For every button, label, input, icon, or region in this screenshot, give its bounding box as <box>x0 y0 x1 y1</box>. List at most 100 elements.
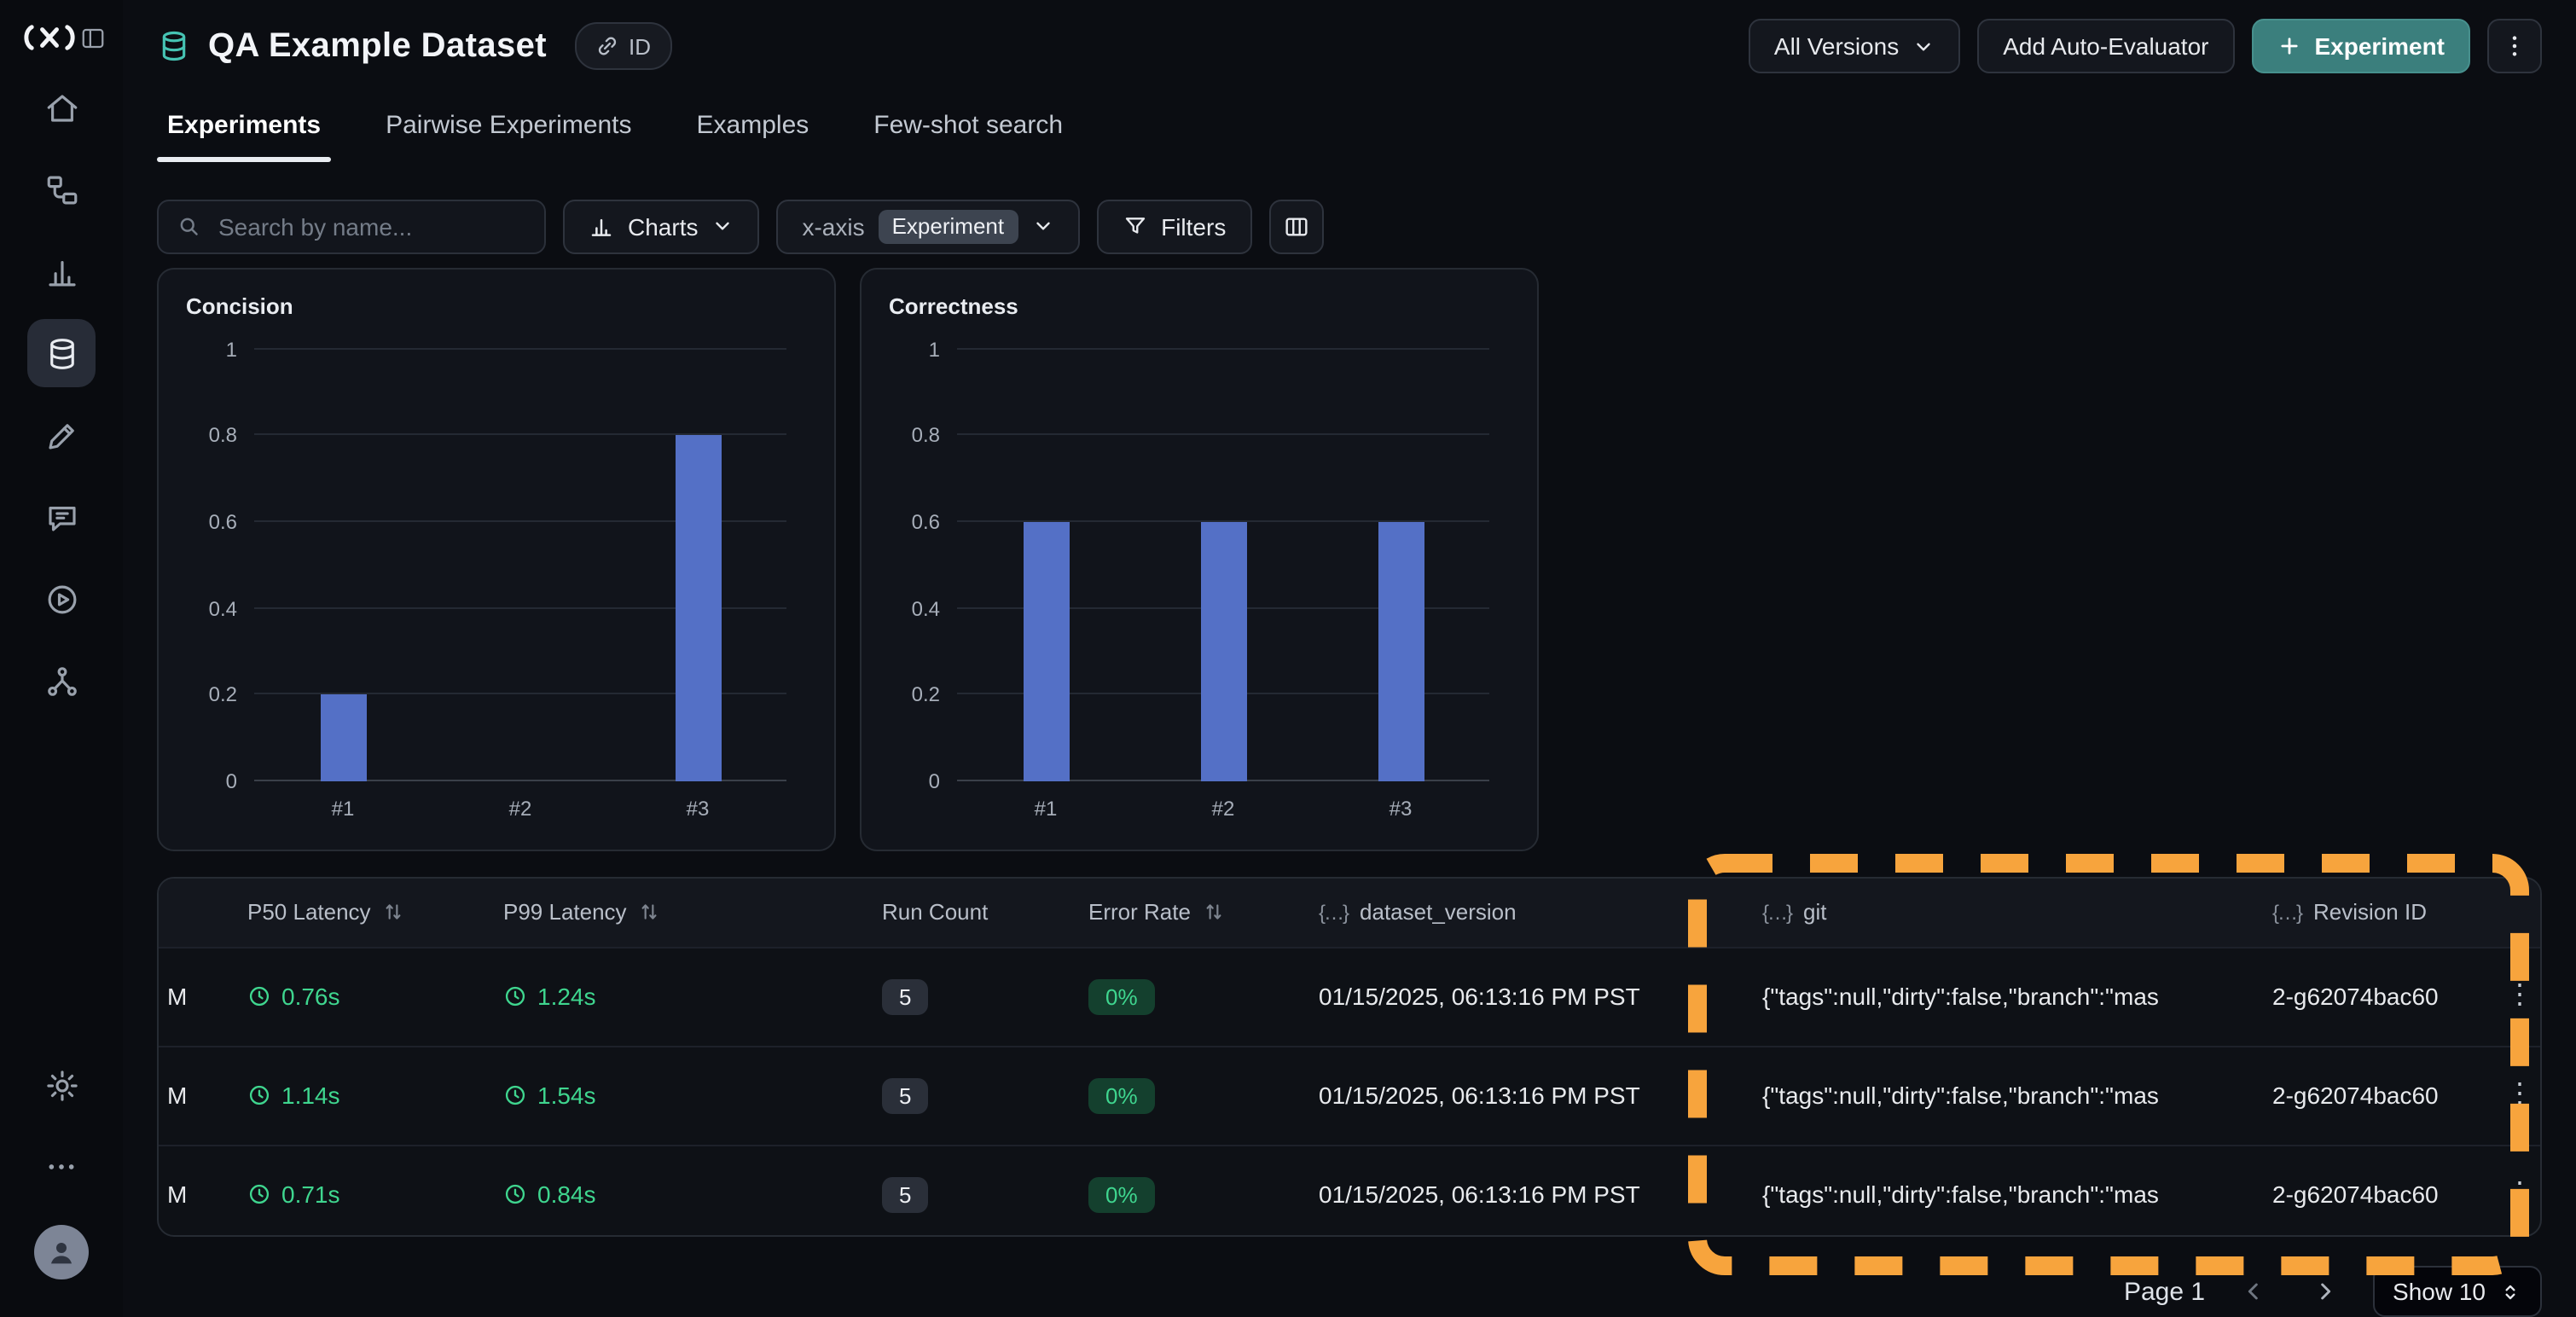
tab-few-shot-search[interactable]: Few-shot search <box>863 109 1073 162</box>
braces-icon: {…} <box>1762 900 1793 925</box>
search-icon <box>180 218 198 236</box>
header-menu-button[interactable] <box>2487 19 2542 74</box>
tab-pairwise-experiments[interactable]: Pairwise Experiments <box>375 109 641 162</box>
concision-chart-panel: Concision 0 0.2 0.4 0.6 0.8 1 #1 #2 #3 <box>157 267 836 851</box>
experiments-table: P50 Latency P99 Latency Run Count Error … <box>157 876 2542 1237</box>
app-logo[interactable] <box>20 24 78 51</box>
cell-run-count: 5 <box>855 1077 1061 1114</box>
sidebar-toggle-icon[interactable] <box>78 25 107 50</box>
sidebar-item-settings[interactable] <box>27 1051 96 1119</box>
experiment-row[interactable]: M 1.14s 1.54s 5 0% 01/15/2025, 06:13:16 … <box>159 1045 2540 1145</box>
new-experiment-button[interactable]: Experiment <box>2251 19 2470 74</box>
x-tick-label: #3 <box>1389 796 1413 821</box>
bar-#1 <box>320 694 366 781</box>
link-icon <box>597 38 616 56</box>
gridline <box>254 779 786 781</box>
col-p99-latency[interactable]: P99 Latency <box>476 900 855 925</box>
col-revision-id: {…} Revision ID <box>2272 899 2427 925</box>
add-auto-evaluator-label: Add Auto-Evaluator <box>2003 32 2209 61</box>
gridline <box>254 693 786 695</box>
y-tick-label: 0.2 <box>208 682 237 707</box>
clock-icon <box>505 1185 525 1204</box>
cell-error-rate: 0% <box>1061 1077 1291 1114</box>
chevron-left-icon <box>2247 1283 2257 1300</box>
sidebar-item-annotation[interactable] <box>27 401 96 469</box>
page-size-label: Show 10 <box>2393 1278 2486 1305</box>
x-tick-label: #1 <box>1034 796 1058 821</box>
add-auto-evaluator-button[interactable]: Add Auto-Evaluator <box>1977 19 2235 74</box>
dataset-id-chip[interactable]: ID <box>574 22 671 71</box>
search-input[interactable] <box>215 211 527 242</box>
sidebar-nav <box>27 73 96 715</box>
x-tick-label: #2 <box>508 796 532 821</box>
page-size-select[interactable]: Show 10 <box>2372 1266 2542 1317</box>
col-dataset-version: {…} dataset_version <box>1319 899 1517 925</box>
sidebar-item-home[interactable] <box>27 73 96 142</box>
gridline <box>957 347 1489 350</box>
gridline <box>254 433 786 436</box>
cell-p50-latency: 0.71s <box>220 1181 476 1209</box>
id-chip-label: ID <box>629 33 651 60</box>
y-tick-label: 0.8 <box>911 423 940 448</box>
row-menu-button[interactable]: ⋮ <box>2499 1175 2540 1215</box>
traces-icon <box>46 175 77 204</box>
plus-icon <box>2280 38 2298 55</box>
col-error-rate[interactable]: Error Rate <box>1061 900 1291 925</box>
filters-button-label: Filters <box>1161 212 1227 241</box>
gridline <box>254 347 786 350</box>
dataset-icon <box>157 30 191 64</box>
columns-button[interactable] <box>1268 199 1324 254</box>
correctness-chart-panel: Correctness 0 0.2 0.4 0.6 0.8 1 #1 #2 #3 <box>860 267 1539 851</box>
sidebar-item-prompts[interactable] <box>27 483 96 551</box>
charts-button-label: Charts <box>628 212 699 241</box>
sidebar-item-more[interactable] <box>27 1133 96 1201</box>
chevron-down-icon <box>1036 223 1049 231</box>
new-experiment-label: Experiment <box>2314 32 2445 61</box>
filter-icon <box>1124 218 1145 235</box>
experiment-row[interactable]: M 0.76s 1.24s 5 0% 01/15/2025, 06:13:16 … <box>159 946 2540 1046</box>
main-content: QA Example Dataset ID All Versions Add A… <box>123 0 2576 1317</box>
prev-page-button[interactable] <box>2229 1268 2277 1315</box>
sidebar-item-traces[interactable] <box>27 155 96 223</box>
x-axis: #1 #2 #3 <box>957 797 1489 821</box>
tab-experiments[interactable]: Experiments <box>157 109 332 162</box>
kebab-icon <box>2512 37 2517 57</box>
cell-revision-id: 2-g62074bac60 <box>2272 983 2439 1011</box>
cell-error-rate: 0% <box>1061 1176 1291 1213</box>
sidebar-item-datasets[interactable] <box>27 319 96 387</box>
bar-#3 <box>1378 522 1424 781</box>
cell-p99-latency: 0.84s <box>476 1181 855 1209</box>
gear-icon <box>46 1070 77 1100</box>
cell-dataset-version: 01/15/2025, 06:13:16 PM PST <box>1319 1181 1640 1209</box>
tab-examples[interactable]: Examples <box>687 109 820 162</box>
home-icon <box>46 94 77 121</box>
braces-icon: {…} <box>1319 900 1349 925</box>
y-tick-label: 0.4 <box>208 596 237 621</box>
next-page-button[interactable] <box>2300 1268 2348 1315</box>
row-menu-button[interactable]: ⋮ <box>2499 1076 2540 1117</box>
x-axis-select[interactable]: x-axis Experiment <box>776 199 1080 254</box>
y-tick-label: 0.4 <box>911 596 940 621</box>
filters-button[interactable]: Filters <box>1096 199 1252 254</box>
y-tick-label: 0 <box>928 769 940 793</box>
sidebar-item-playground[interactable] <box>27 565 96 633</box>
col-p50-latency[interactable]: P50 Latency <box>220 900 476 925</box>
x-tick-label: #3 <box>686 796 710 821</box>
sort-icon <box>642 904 658 920</box>
y-tick-label: 0.2 <box>911 682 940 707</box>
sidebar-item-monitoring[interactable] <box>27 237 96 305</box>
col-git: {…} git <box>1762 899 1827 925</box>
experiment-row[interactable]: M 0.71s 0.84s 5 0% 01/15/2025, 06:13:16 … <box>159 1144 2540 1235</box>
sort-icon <box>1206 904 1221 920</box>
table-body: M 0.76s 1.24s 5 0% 01/15/2025, 06:13:16 … <box>159 946 2540 1235</box>
y-tick-label: 1 <box>225 337 237 362</box>
user-avatar[interactable] <box>34 1225 89 1279</box>
all-versions-button[interactable]: All Versions <box>1748 19 1961 74</box>
chart-title: Concision <box>186 293 293 319</box>
play-circle-icon <box>47 584 76 613</box>
row-menu-button[interactable]: ⋮ <box>2499 977 2540 1018</box>
charts-button[interactable]: Charts <box>563 199 760 254</box>
sidebar-item-deployments[interactable] <box>27 647 96 715</box>
bar-#2 <box>1200 522 1246 781</box>
